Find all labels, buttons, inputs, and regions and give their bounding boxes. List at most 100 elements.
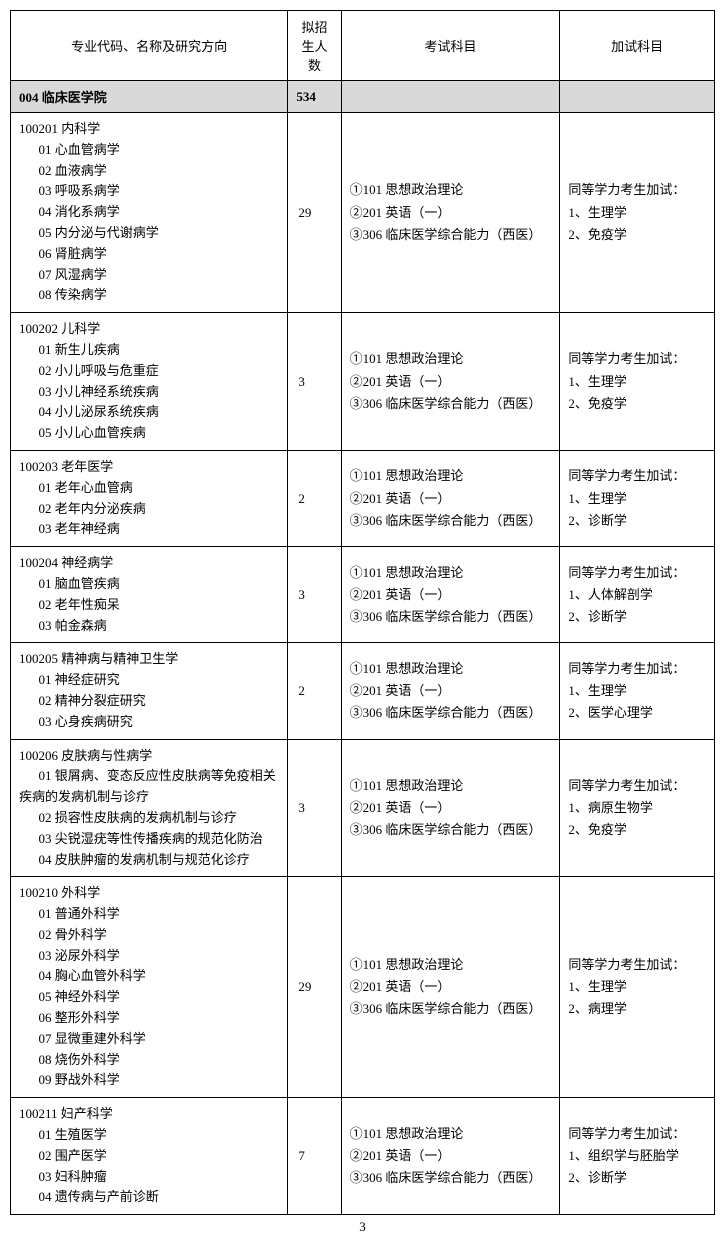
header-major: 专业代码、名称及研究方向 bbox=[11, 11, 288, 81]
direction-item: 01 普通外科学 bbox=[19, 904, 279, 925]
direction-item: 03 老年神经病 bbox=[19, 519, 279, 540]
extra-cell: 同等学力考生加试：1、人体解剖学2、诊断学 bbox=[560, 547, 715, 643]
direction-item: 05 神经外科学 bbox=[19, 987, 279, 1008]
extra-item: 1、生理学 bbox=[568, 202, 706, 224]
direction-item: 08 烧伤外科学 bbox=[19, 1050, 279, 1071]
exam-cell: ①101 思想政治理论②201 英语（一）③306 临床医学综合能力（西医） bbox=[341, 739, 560, 877]
direction-item: 03 妇科肿瘤 bbox=[19, 1167, 279, 1188]
extra-item: 同等学力考生加试： bbox=[568, 954, 706, 976]
exam-item: ③306 临床医学综合能力（西医） bbox=[350, 510, 552, 532]
header-row: 专业代码、名称及研究方向 拟招生人数 考试科目 加试科目 bbox=[11, 11, 715, 81]
major-cell: 100206 皮肤病与性病学01 银屑病、变态反应性皮肤病等免疫相关疾病的发病机… bbox=[11, 739, 288, 877]
major-cell: 100205 精神病与精神卫生学01 神经症研究02 精神分裂症研究03 心身疾… bbox=[11, 643, 288, 739]
direction-item: 03 小儿神经系统疾病 bbox=[19, 382, 279, 403]
direction-item: 03 呼吸系病学 bbox=[19, 181, 279, 202]
exam-cell: ①101 思想政治理论②201 英语（一）③306 临床医学综合能力（西医） bbox=[341, 877, 560, 1098]
major-title: 100201 内科学 bbox=[19, 119, 279, 140]
exam-item: ③306 临床医学综合能力（西医） bbox=[350, 819, 552, 841]
table-row: 100202 儿科学01 新生儿疾病02 小儿呼吸与危重症03 小儿神经系统疾病… bbox=[11, 313, 715, 451]
exam-item: ①101 思想政治理论 bbox=[350, 348, 552, 370]
count-cell: 3 bbox=[288, 313, 341, 451]
exam-item: ②201 英语（一） bbox=[350, 202, 552, 224]
extra-cell: 同等学力考生加试：1、组织学与胚胎学2、诊断学 bbox=[560, 1098, 715, 1215]
direction-item: 02 小儿呼吸与危重症 bbox=[19, 361, 279, 382]
extra-cell: 同等学力考生加试：1、生理学2、免疫学 bbox=[560, 313, 715, 451]
table-row: 100205 精神病与精神卫生学01 神经症研究02 精神分裂症研究03 心身疾… bbox=[11, 643, 715, 739]
header-count: 拟招生人数 bbox=[288, 11, 341, 81]
exam-item: ①101 思想政治理论 bbox=[350, 954, 552, 976]
major-cell: 100210 外科学01 普通外科学02 骨外科学03 泌尿外科学04 胸心血管… bbox=[11, 877, 288, 1098]
extra-item: 同等学力考生加试： bbox=[568, 1123, 706, 1145]
exam-cell: ①101 思想政治理论②201 英语（一）③306 临床医学综合能力（西医） bbox=[341, 113, 560, 313]
count-cell: 29 bbox=[288, 877, 341, 1098]
direction-item: 01 心血管病学 bbox=[19, 140, 279, 161]
count-cell: 2 bbox=[288, 643, 341, 739]
exam-cell: ①101 思想政治理论②201 英语（一）③306 临床医学综合能力（西医） bbox=[341, 313, 560, 451]
major-title: 100206 皮肤病与性病学 bbox=[19, 746, 279, 767]
count-cell: 7 bbox=[288, 1098, 341, 1215]
exam-item: ②201 英语（一） bbox=[350, 976, 552, 998]
exam-item: ①101 思想政治理论 bbox=[350, 658, 552, 680]
direction-item: 04 消化系病学 bbox=[19, 202, 279, 223]
exam-item: ③306 临床医学综合能力（西医） bbox=[350, 606, 552, 628]
extra-item: 2、免疫学 bbox=[568, 819, 706, 841]
major-title: 100203 老年医学 bbox=[19, 457, 279, 478]
major-title: 100210 外科学 bbox=[19, 883, 279, 904]
exam-item: ①101 思想政治理论 bbox=[350, 465, 552, 487]
direction-item: 01 生殖医学 bbox=[19, 1125, 279, 1146]
table-row: 100203 老年医学01 老年心血管病02 老年内分泌疾病03 老年神经病2①… bbox=[11, 450, 715, 546]
direction-item: 01 新生儿疾病 bbox=[19, 340, 279, 361]
extra-item: 1、生理学 bbox=[568, 976, 706, 998]
direction-item: 02 精神分裂症研究 bbox=[19, 691, 279, 712]
extra-item: 同等学力考生加试： bbox=[568, 775, 706, 797]
major-cell: 100202 儿科学01 新生儿疾病02 小儿呼吸与危重症03 小儿神经系统疾病… bbox=[11, 313, 288, 451]
direction-item: 02 老年内分泌疾病 bbox=[19, 499, 279, 520]
extra-cell: 同等学力考生加试：1、病原生物学2、免疫学 bbox=[560, 739, 715, 877]
direction-item: 03 心身疾病研究 bbox=[19, 712, 279, 733]
department-row: 004 临床医学院 534 bbox=[11, 81, 715, 113]
exam-item: ③306 临床医学综合能力（西医） bbox=[350, 224, 552, 246]
extra-item: 同等学力考生加试： bbox=[568, 179, 706, 201]
direction-item: 01 神经症研究 bbox=[19, 670, 279, 691]
direction-item: 08 传染病学 bbox=[19, 285, 279, 306]
direction-item: 05 小儿心血管疾病 bbox=[19, 423, 279, 444]
extra-item: 1、生理学 bbox=[568, 488, 706, 510]
direction-item: 04 小儿泌尿系统疾病 bbox=[19, 402, 279, 423]
major-title: 100211 妇产科学 bbox=[19, 1104, 279, 1125]
course-table: 专业代码、名称及研究方向 拟招生人数 考试科目 加试科目 004 临床医学院 5… bbox=[10, 10, 715, 1215]
table-row: 100210 外科学01 普通外科学02 骨外科学03 泌尿外科学04 胸心血管… bbox=[11, 877, 715, 1098]
exam-item: ①101 思想政治理论 bbox=[350, 1123, 552, 1145]
table-row: 100201 内科学01 心血管病学02 血液病学03 呼吸系病学04 消化系病… bbox=[11, 113, 715, 313]
exam-item: ①101 思想政治理论 bbox=[350, 562, 552, 584]
major-cell: 100204 神经病学01 脑血管疾病02 老年性痴呆03 帕金森病 bbox=[11, 547, 288, 643]
extra-item: 2、诊断学 bbox=[568, 1167, 706, 1189]
major-title: 100205 精神病与精神卫生学 bbox=[19, 649, 279, 670]
table-row: 100204 神经病学01 脑血管疾病02 老年性痴呆03 帕金森病3 ①101 … bbox=[11, 547, 715, 643]
exam-item: ③306 临床医学综合能力（西医） bbox=[350, 702, 552, 724]
page-number: 3 bbox=[10, 1219, 715, 1235]
table-row: 100211 妇产科学01 生殖医学02 围产医学03 妇科肿瘤04 遗传病与产… bbox=[11, 1098, 715, 1215]
exam-cell: ①101 思想政治理论②201 英语（一）③306 临床医学综合能力（西医） bbox=[341, 643, 560, 739]
direction-item: 09 野战外科学 bbox=[19, 1070, 279, 1091]
major-title: 100202 儿科学 bbox=[19, 319, 279, 340]
extra-item: 2、免疫学 bbox=[568, 393, 706, 415]
extra-item: 2、医学心理学 bbox=[568, 702, 706, 724]
extra-cell: 同等学力考生加试：1、生理学2、医学心理学 bbox=[560, 643, 715, 739]
count-cell: 29 bbox=[288, 113, 341, 313]
header-exam: 考试科目 bbox=[341, 11, 560, 81]
department-name: 004 临床医学院 bbox=[11, 81, 288, 113]
department-count: 534 bbox=[288, 81, 341, 113]
extra-item: 1、病原生物学 bbox=[568, 797, 706, 819]
direction-item: 01 老年心血管病 bbox=[19, 478, 279, 499]
extra-item: 同等学力考生加试： bbox=[568, 465, 706, 487]
direction-item: 05 内分泌与代谢病学 bbox=[19, 223, 279, 244]
department-exam-blank bbox=[341, 81, 560, 113]
count-cell: 3 bbox=[288, 547, 341, 643]
department-extra-blank bbox=[560, 81, 715, 113]
direction-item: 07 显微重建外科学 bbox=[19, 1029, 279, 1050]
exam-item: ②201 英语（一） bbox=[350, 488, 552, 510]
exam-item: ②201 英语（一） bbox=[350, 371, 552, 393]
extra-item: 同等学力考生加试： bbox=[568, 348, 706, 370]
exam-item: ②201 英语（一） bbox=[350, 680, 552, 702]
direction-item: 04 胸心血管外科学 bbox=[19, 966, 279, 987]
